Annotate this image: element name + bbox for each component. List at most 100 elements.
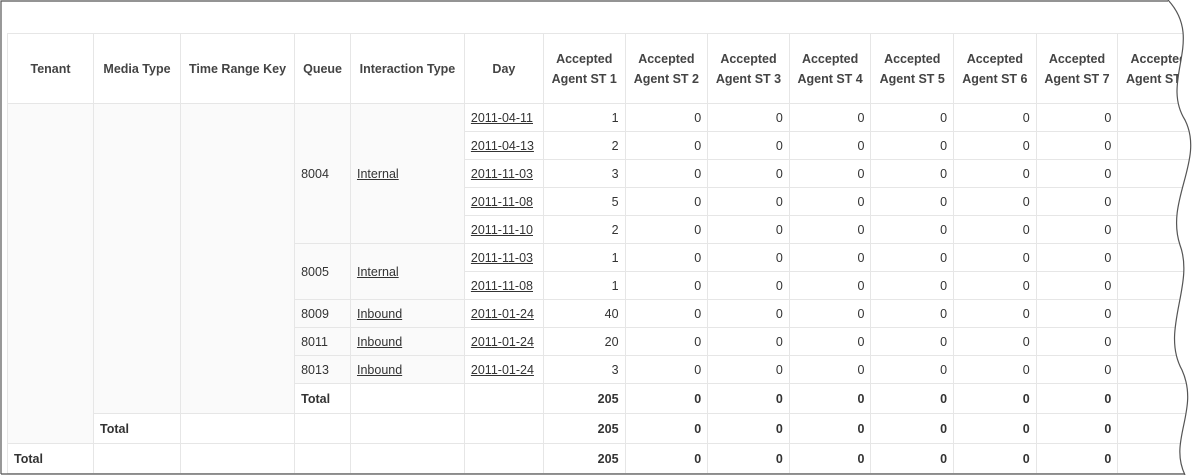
- metric-cell-st8: [1117, 103, 1200, 132]
- metric-cell-st8: 0: [1117, 271, 1200, 300]
- interaction-type-link[interactable]: Internal: [356, 166, 399, 181]
- day-link[interactable]: 2011-01-24: [470, 334, 534, 349]
- day-cell: 2011-01-24: [463, 299, 544, 328]
- metric-cell: 2: [542, 215, 626, 244]
- day-cell: 2011-01-24: [463, 327, 544, 356]
- day-link[interactable]: 2011-01-24: [470, 362, 534, 377]
- interaction-type-link[interactable]: Inbound: [356, 306, 403, 321]
- metric-cell: 0: [788, 299, 872, 328]
- metric-cell: 0: [870, 159, 955, 188]
- metric-cell: 0: [707, 187, 790, 216]
- day-cell: 2011-04-11: [463, 103, 544, 132]
- metric-cell: 0: [707, 215, 790, 244]
- day-link[interactable]: 2011-01-24: [470, 306, 534, 321]
- metric-cell: 1: [542, 243, 626, 272]
- tenant-total-row: Total 205 0 0 0 0 0 0: [6, 443, 1200, 474]
- interaction-type-cell: Inbound: [349, 355, 465, 384]
- metric-cell: 0: [953, 327, 1037, 356]
- total-cell: 0: [870, 443, 955, 474]
- column-header[interactable]: Accepted Agent ST 1: [542, 33, 626, 104]
- metric-cell: 0: [870, 299, 955, 328]
- total-cell: 0: [707, 443, 790, 474]
- metric-cell: 0: [1035, 131, 1119, 160]
- header-row: Tenant Media Type Time Range Key Queue Inter…: [6, 33, 1200, 104]
- empty-cell: [463, 413, 544, 444]
- metric-cell: 0: [870, 103, 955, 132]
- column-header[interactable]: Queue: [294, 33, 351, 104]
- metric-cell-st8: [1117, 215, 1200, 244]
- interaction-type-link[interactable]: Inbound: [356, 334, 403, 349]
- metric-cell: 0: [624, 187, 709, 216]
- metric-cell: 0: [870, 131, 955, 160]
- metric-cell: 0: [624, 131, 709, 160]
- interaction-type-link[interactable]: Internal: [356, 264, 399, 279]
- metric-cell: 1: [542, 103, 626, 132]
- metric-cell: 20: [542, 327, 626, 356]
- queue-cell: 8005: [294, 243, 351, 300]
- metric-cell: 0: [707, 159, 790, 188]
- metric-cell: 0: [624, 103, 709, 132]
- metric-cell: 5: [542, 187, 626, 216]
- empty-cell: [463, 383, 544, 414]
- metric-cell: 2: [542, 131, 626, 160]
- column-header[interactable]: Accepted Agent ST 3: [707, 33, 790, 104]
- metric-cell: 0: [1035, 103, 1119, 132]
- total-cell: 0: [707, 383, 790, 414]
- total-cell: 0: [788, 413, 872, 444]
- day-link[interactable]: 2011-11-03: [470, 166, 533, 181]
- total-cell: 0: [1035, 413, 1119, 444]
- metric-cell: 0: [1035, 271, 1119, 300]
- column-header[interactable]: Accepted Agent ST 8: [1117, 33, 1200, 104]
- day-link[interactable]: 2011-11-08: [470, 194, 533, 209]
- column-header[interactable]: Tenant: [6, 33, 95, 104]
- metric-cell-st8: [1117, 131, 1200, 160]
- column-header[interactable]: Accepted Agent ST 6: [953, 33, 1037, 104]
- total-cell: 0: [707, 413, 790, 444]
- total-label: Total: [294, 383, 351, 414]
- day-link[interactable]: 2011-11-10: [470, 222, 533, 237]
- column-header[interactable]: Accepted Agent ST 5: [870, 33, 955, 104]
- day-link[interactable]: 2011-11-08: [470, 278, 533, 293]
- queue-cell: 8004: [294, 103, 351, 244]
- queue-cell: 8009: [294, 299, 351, 328]
- column-header[interactable]: Accepted Agent ST 7: [1035, 33, 1119, 104]
- metric-cell: 0: [1035, 355, 1119, 384]
- metric-cell-st8: [1117, 355, 1200, 384]
- metric-cell: 0: [953, 103, 1037, 132]
- metric-cell: 0: [1035, 215, 1119, 244]
- column-header[interactable]: Accepted Agent ST 4: [788, 33, 872, 104]
- column-header[interactable]: Interaction Type: [349, 33, 465, 104]
- metric-cell: 0: [953, 299, 1037, 328]
- metric-cell: 0: [707, 243, 790, 272]
- day-cell: 2011-11-03: [463, 243, 544, 272]
- total-cell: 0: [953, 383, 1037, 414]
- metric-cell: 0: [788, 103, 872, 132]
- metric-cell: 0: [870, 215, 955, 244]
- day-cell: 2011-01-24: [463, 355, 544, 384]
- metric-cell: 0: [953, 243, 1037, 272]
- column-header[interactable]: Day: [463, 33, 544, 104]
- metric-cell: 0: [1035, 159, 1119, 188]
- empty-cell: [93, 443, 181, 474]
- column-header[interactable]: Accepted Agent ST 2: [624, 33, 709, 104]
- column-header[interactable]: Media Type: [93, 33, 181, 104]
- metric-cell: 0: [870, 327, 955, 356]
- metric-cell: 0: [953, 355, 1037, 384]
- empty-cell: [1117, 443, 1200, 474]
- table-row: 8004 Internal 2011-04-11 1 0 0 0 0 0 0: [6, 103, 1200, 444]
- day-link[interactable]: 2011-11-03: [470, 250, 533, 265]
- tenant-cell: [6, 103, 95, 444]
- metric-cell: 0: [707, 131, 790, 160]
- day-link[interactable]: 2011-04-13: [470, 138, 534, 153]
- media-total-row: Total 205 0 0 0 0 0 0: [8, 413, 1200, 444]
- empty-cell: [463, 443, 544, 474]
- total-cell: 0: [870, 383, 955, 414]
- day-link[interactable]: 2011-04-11: [470, 110, 533, 125]
- queue-cell: 8013: [294, 355, 351, 384]
- metric-cell: 0: [788, 215, 872, 244]
- interaction-type-link[interactable]: Inbound: [356, 362, 403, 377]
- column-header[interactable]: Time Range Key: [179, 33, 296, 104]
- metric-cell: 0: [1035, 327, 1119, 356]
- metric-cell: 0: [707, 327, 790, 356]
